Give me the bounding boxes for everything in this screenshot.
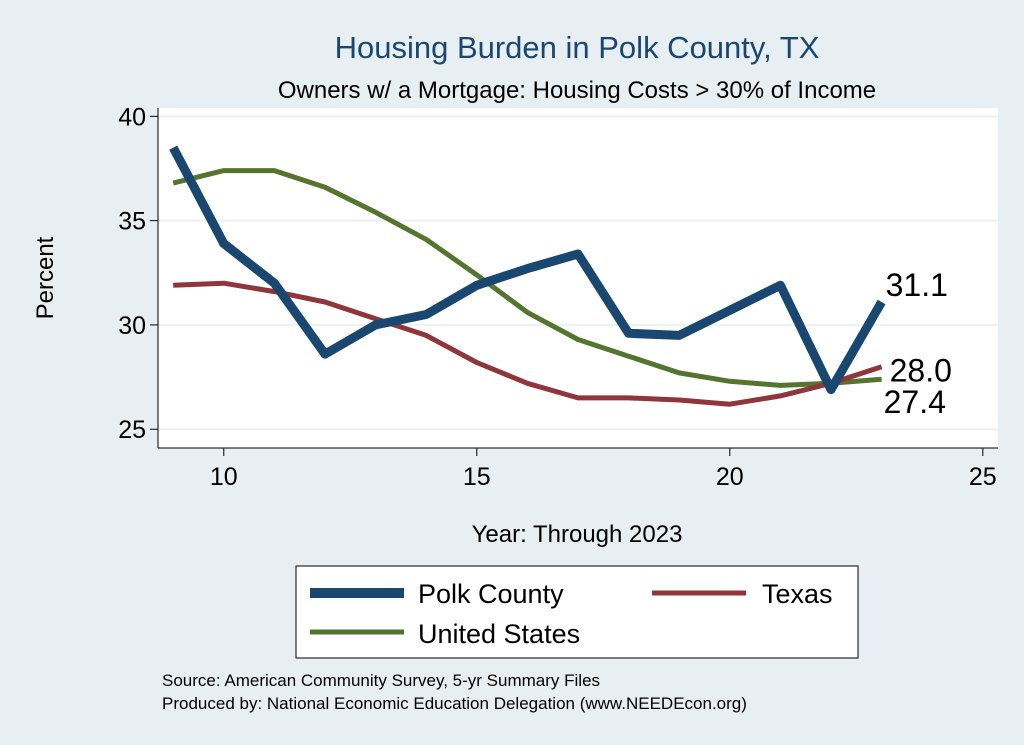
series-line-united-states [172, 168, 882, 388]
y-tick-label-25: 25 [118, 416, 146, 444]
series-line-texas [173, 280, 883, 407]
y-tick-label-40: 40 [118, 103, 146, 131]
produced-by-note: Produced by: National Economic Education… [162, 694, 747, 713]
y-tick-label-35: 35 [118, 208, 146, 236]
x-tick-label-20: 20 [716, 463, 744, 491]
y-tick-label-30: 30 [118, 312, 146, 340]
x-tick-label-25: 25 [969, 463, 997, 491]
y-axis-title: Percent [32, 236, 59, 319]
end-label-united-states: 27.4 [884, 384, 946, 420]
end-labels: 31.1 28.027.4 [884, 267, 952, 420]
end-label-texas: 28.0 [890, 353, 952, 389]
x-axis-title: Year: Through 2023 [472, 521, 683, 548]
legend-box [295, 565, 859, 659]
x-tick-label-10: 10 [210, 463, 238, 491]
legend-label-polk-county: Polk County [418, 579, 564, 609]
legend-label-united-states: United States [418, 619, 580, 649]
legend-label-texas: Texas [762, 579, 833, 609]
end-label-polk-county: 31.1 [886, 267, 948, 303]
chart-subtitle: Owners w/ a Mortgage: Housing Costs > 30… [278, 77, 876, 104]
series-lines [169, 145, 886, 407]
gridlines [158, 115, 998, 431]
series-line-polk-county [169, 145, 886, 395]
y-ticks: 25 30 35 40 [118, 103, 158, 444]
x-ticks: 10 15 20 25 [210, 448, 997, 491]
x-tick-label-15: 15 [463, 463, 491, 491]
chart-title: Housing Burden in Polk County, TX [335, 30, 820, 65]
source-note: Source: American Community Survey, 5-yr … [162, 671, 600, 690]
plot-area [158, 108, 998, 448]
axes [157, 108, 998, 449]
legend: Polk County Texas United States [295, 565, 859, 659]
